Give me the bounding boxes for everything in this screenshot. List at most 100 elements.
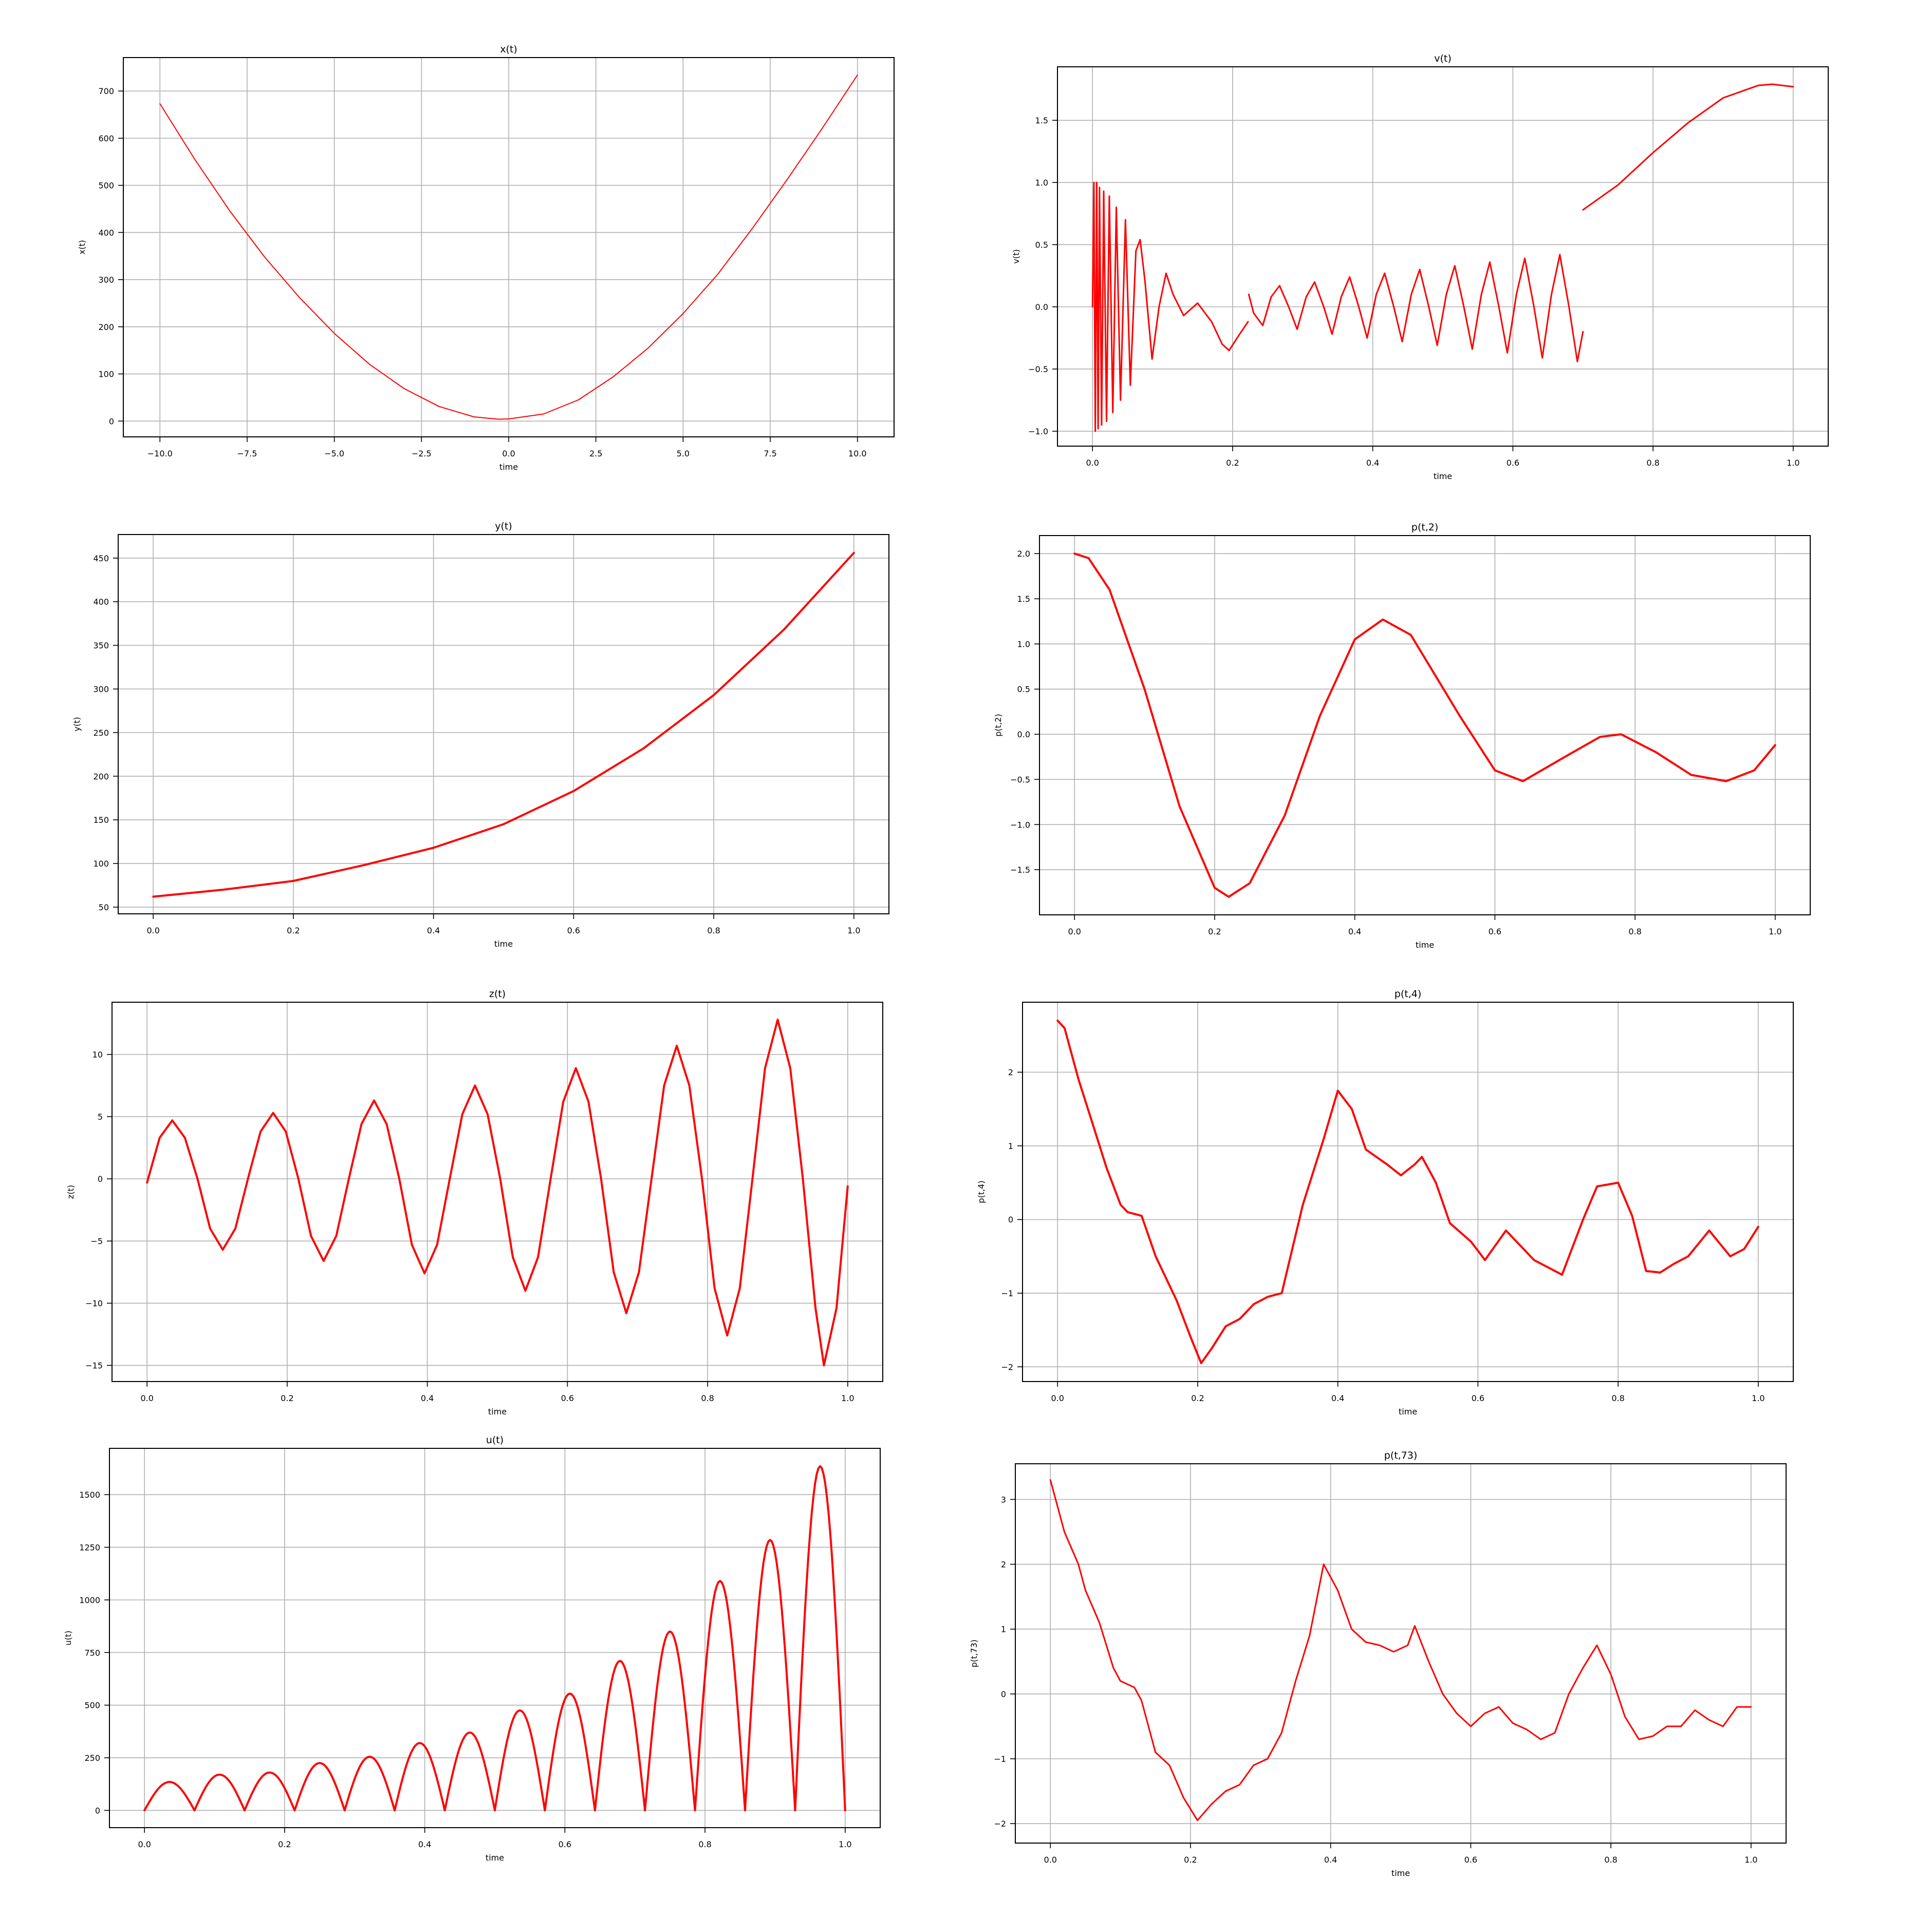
x-tick-label: 1.0	[1744, 1855, 1757, 1865]
y-axis-label: y(t)	[72, 717, 82, 731]
plot-frame	[1015, 1463, 1787, 1844]
y-tick-label: 2	[1008, 1068, 1013, 1077]
x-tick-label: 0.0	[146, 926, 159, 935]
chart-y: 0.0 0.2 0.4 0.6 0.8 1.0 50 100 150 200 250 300 350 40…	[72, 521, 889, 949]
y-tick-label: 50	[99, 903, 109, 912]
y-tick-label: 0	[95, 1806, 100, 1815]
x-tick-label: 0.2	[281, 1393, 293, 1403]
y-tick-label: 0	[1001, 1689, 1006, 1699]
x-axis-label: time	[1391, 1868, 1410, 1878]
y-tick-label: 5	[98, 1112, 103, 1122]
y-tick-label: 700	[98, 86, 114, 96]
chart-z: 0.0 0.2 0.4 0.6 0.8 1.0 −15 −10 −5 0 5 10 z(t) time z(…	[66, 988, 883, 1416]
plot-frame	[109, 1448, 881, 1828]
chart-x: −10.0 −7.5 −5.0 −2.5 0.0 2.5 5.0 7.5 10.0 0 100 200…	[77, 44, 895, 472]
chart-p4: 0.0 0.2 0.4 0.6 0.8 1.0 −2 −1 0 1 2 p(t,4) time p(t,4…	[976, 988, 1794, 1416]
y-tick-label: 3	[1001, 1495, 1006, 1504]
plot-frame	[118, 534, 889, 914]
y-tick-label: 0	[109, 416, 114, 426]
x-axis-label: time	[1434, 471, 1452, 481]
series-line	[146, 1018, 849, 1367]
y-tick-label: 1.0	[1017, 639, 1030, 649]
series-line	[1073, 553, 1776, 898]
y-tick-label: 1500	[79, 1490, 100, 1500]
series-line	[1248, 253, 1584, 362]
y-tick-label: 400	[93, 597, 109, 607]
y-tick-label: 0.5	[1017, 685, 1030, 694]
x-tick-label: 0.2	[1226, 458, 1239, 468]
y-tick-label: −15	[85, 1361, 103, 1371]
x-tick-label: 1.0	[839, 1839, 851, 1849]
x-tick-label: 0.0	[1051, 1393, 1064, 1403]
y-tick-label: 1.0	[1035, 178, 1048, 188]
y-tick-label: 150	[93, 815, 109, 825]
y-tick-label: 250	[84, 1753, 100, 1763]
y-tick-label: −1	[1001, 1289, 1013, 1298]
y-tick-label: −10	[85, 1299, 103, 1309]
y-tick-label: 350	[93, 641, 109, 651]
x-tick-label: 1.0	[841, 1393, 854, 1403]
y-tick-label: 0.5	[1035, 240, 1048, 250]
chart-title: p(t,73)	[1384, 1450, 1418, 1461]
x-tick-label: 0.4	[427, 926, 440, 935]
chart-v: 0.0 0.2 0.4 0.6 0.8 1.0 −1.0 −0.5 0.0 0.5 1.0 1.5 v(…	[1011, 53, 1829, 481]
y-tick-label: −1.0	[1010, 820, 1030, 830]
series-line	[1049, 1479, 1752, 1821]
chart-title: z(t)	[489, 988, 506, 1000]
y-axis-label: u(t)	[63, 1631, 73, 1646]
y-axis-label: x(t)	[77, 240, 87, 254]
x-tick-label: 0.6	[1464, 1855, 1477, 1865]
x-tick-label: 0.8	[698, 1839, 711, 1849]
y-tick-label: 200	[93, 771, 109, 781]
x-tick-label: 2.5	[589, 449, 602, 458]
chart-p2: 0.0 0.2 0.4 0.6 0.8 1.0 −1.5 −1.0 −0.5 0.0 0.5 1.0 1…	[993, 522, 1811, 950]
x-tick-label: 0.0	[1044, 1855, 1056, 1865]
x-tick-label: 1.0	[847, 926, 860, 935]
y-tick-label: 1	[1008, 1141, 1013, 1151]
y-tick-label: −2	[1001, 1362, 1013, 1372]
y-tick-label: −1	[994, 1754, 1006, 1764]
y-axis-label: v(t)	[1011, 249, 1021, 264]
y-tick-label: 500	[84, 1701, 100, 1710]
y-tick-label: 1	[1001, 1625, 1006, 1634]
x-tick-label: 5.0	[677, 449, 690, 458]
y-tick-label: 300	[93, 684, 109, 694]
plot-frame	[1022, 1002, 1794, 1382]
chart-title: u(t)	[486, 1434, 504, 1446]
x-tick-label: −2.5	[412, 449, 432, 458]
x-tick-label: 1.0	[1752, 1393, 1764, 1403]
chart-title: v(t)	[1434, 53, 1452, 64]
y-tick-label: 750	[84, 1648, 100, 1658]
y-tick-label: −0.5	[1028, 364, 1048, 374]
x-tick-label: 0.4	[1331, 1393, 1344, 1403]
plot-frame	[1039, 535, 1811, 915]
chart-title: x(t)	[500, 44, 517, 55]
y-tick-label: 0.0	[1017, 730, 1030, 740]
x-tick-label: 0.4	[418, 1839, 431, 1849]
y-tick-label: 2.0	[1017, 549, 1030, 559]
x-tick-label: −5.0	[324, 449, 344, 458]
x-tick-label: 0.8	[1628, 927, 1641, 936]
y-axis-label: z(t)	[66, 1185, 76, 1199]
x-tick-label: 7.5	[764, 449, 776, 458]
x-tick-label: 0.4	[421, 1393, 434, 1403]
x-tick-label: −10.0	[147, 449, 173, 458]
chart-u: 0.0 0.2 0.4 0.6 0.8 1.0 0 250 500 750 1000 1250 1500…	[63, 1434, 881, 1863]
y-tick-label: 10	[92, 1050, 103, 1060]
x-tick-label: 0.0	[1068, 927, 1081, 936]
x-axis-label: time	[488, 1407, 507, 1416]
y-tick-label: 0	[1008, 1215, 1013, 1225]
x-tick-label: 0.0	[140, 1393, 153, 1403]
chart-title: p(t,2)	[1411, 522, 1438, 533]
x-axis-label: time	[1416, 940, 1434, 950]
y-tick-label: 500	[98, 181, 114, 191]
x-axis-label: time	[494, 939, 513, 949]
x-tick-label: 0.2	[278, 1839, 291, 1849]
y-tick-label: 450	[93, 554, 109, 563]
series-line	[1582, 83, 1794, 211]
y-axis-label: p(t,73)	[969, 1640, 979, 1667]
series-line	[159, 74, 858, 420]
y-tick-label: 1000	[79, 1595, 100, 1605]
x-tick-label: 0.8	[1604, 1855, 1617, 1865]
